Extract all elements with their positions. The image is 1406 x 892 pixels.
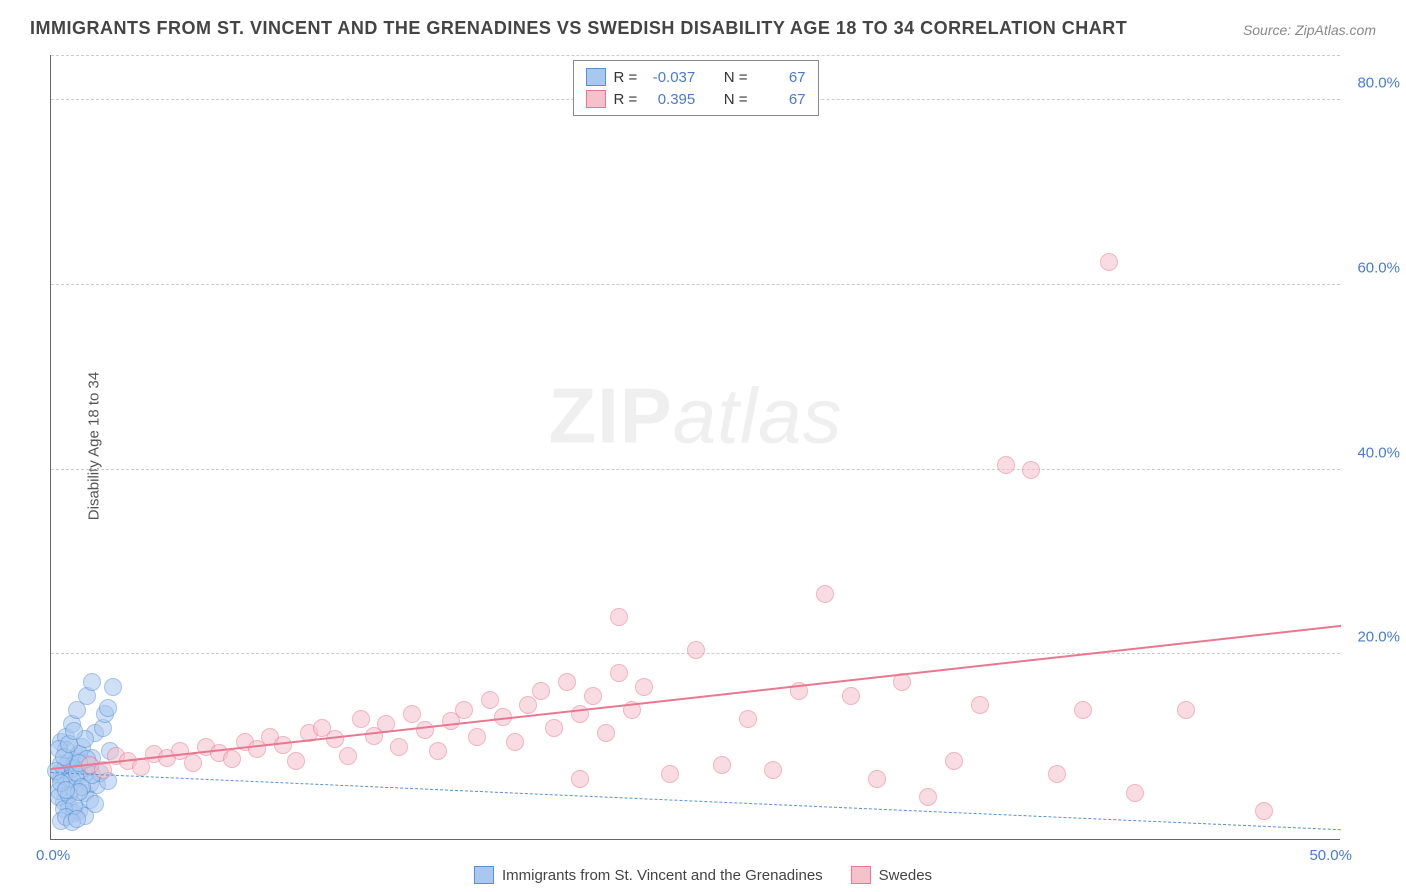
scatter-point	[971, 696, 989, 714]
legend-swatch	[474, 866, 494, 884]
scatter-point	[816, 585, 834, 603]
scatter-point	[558, 673, 576, 691]
scatter-point	[1126, 784, 1144, 802]
scatter-point	[57, 781, 75, 799]
stat-legend: R = -0.037 N = 67 R = 0.395 N = 67	[572, 60, 818, 116]
scatter-point	[997, 456, 1015, 474]
scatter-point	[739, 710, 757, 728]
stat-value: 67	[756, 91, 806, 108]
scatter-point	[687, 641, 705, 659]
scatter-point	[635, 678, 653, 696]
scatter-point	[610, 608, 628, 626]
scatter-point	[326, 730, 344, 748]
scatter-point	[481, 691, 499, 709]
gridline	[51, 469, 1340, 470]
scatter-point	[919, 788, 937, 806]
scatter-point	[104, 678, 122, 696]
scatter-point	[842, 687, 860, 705]
scatter-point	[468, 728, 486, 746]
scatter-point	[403, 705, 421, 723]
scatter-point	[571, 770, 589, 788]
gridline	[51, 55, 1340, 56]
stat-legend-row: R = 0.395 N = 67	[585, 88, 805, 110]
legend-label: Immigrants from St. Vincent and the Gren…	[502, 867, 823, 884]
stat-label: N =	[724, 91, 748, 108]
scatter-point	[99, 699, 117, 717]
scatter-point	[184, 754, 202, 772]
source-text: Source: ZipAtlas.com	[1243, 22, 1376, 38]
plot-area: ZIPatlas 20.0%40.0%60.0%80.0%0.0%50.0%R …	[50, 55, 1340, 840]
scatter-point	[390, 738, 408, 756]
scatter-point	[86, 795, 104, 813]
scatter-point	[1255, 802, 1273, 820]
x-tick-label: 50.0%	[1309, 847, 1352, 864]
stat-value: -0.037	[645, 69, 695, 86]
stat-legend-row: R = -0.037 N = 67	[585, 66, 805, 88]
scatter-point	[223, 750, 241, 768]
bottom-legend: Immigrants from St. Vincent and the Gren…	[474, 866, 932, 884]
stat-value: 0.395	[645, 91, 695, 108]
scatter-point	[83, 673, 101, 691]
scatter-point	[506, 733, 524, 751]
scatter-point	[352, 710, 370, 728]
scatter-point	[532, 682, 550, 700]
scatter-point	[65, 722, 83, 740]
scatter-point	[584, 687, 602, 705]
stat-label: R =	[613, 69, 637, 86]
gridline	[51, 284, 1340, 285]
scatter-point	[1100, 253, 1118, 271]
scatter-point	[610, 664, 628, 682]
legend-label: Swedes	[879, 867, 932, 884]
legend-item: Immigrants from St. Vincent and the Gren…	[474, 866, 823, 884]
legend-swatch	[585, 90, 605, 108]
stat-value: 67	[756, 69, 806, 86]
legend-swatch	[585, 68, 605, 86]
legend-swatch	[851, 866, 871, 884]
trend-line	[51, 772, 1341, 830]
scatter-point	[455, 701, 473, 719]
chart-title: IMMIGRANTS FROM ST. VINCENT AND THE GREN…	[30, 18, 1127, 39]
scatter-point	[68, 810, 86, 828]
stat-label: R =	[613, 91, 637, 108]
scatter-point	[868, 770, 886, 788]
watermark: ZIPatlas	[548, 370, 842, 461]
scatter-point	[661, 765, 679, 783]
legend-item: Swedes	[851, 866, 932, 884]
y-tick-label: 80.0%	[1357, 75, 1400, 92]
scatter-point	[1177, 701, 1195, 719]
scatter-point	[416, 721, 434, 739]
scatter-point	[1022, 461, 1040, 479]
scatter-point	[597, 724, 615, 742]
scatter-point	[519, 696, 537, 714]
scatter-point	[545, 719, 563, 737]
scatter-point	[764, 761, 782, 779]
scatter-point	[1048, 765, 1066, 783]
y-tick-label: 60.0%	[1357, 259, 1400, 276]
scatter-point	[713, 756, 731, 774]
scatter-point	[945, 752, 963, 770]
scatter-point	[429, 742, 447, 760]
y-tick-label: 20.0%	[1357, 629, 1400, 646]
x-tick-label: 0.0%	[36, 847, 70, 864]
stat-label: N =	[724, 69, 748, 86]
scatter-point	[1074, 701, 1092, 719]
y-tick-label: 40.0%	[1357, 444, 1400, 461]
scatter-point	[339, 747, 357, 765]
scatter-point	[287, 752, 305, 770]
